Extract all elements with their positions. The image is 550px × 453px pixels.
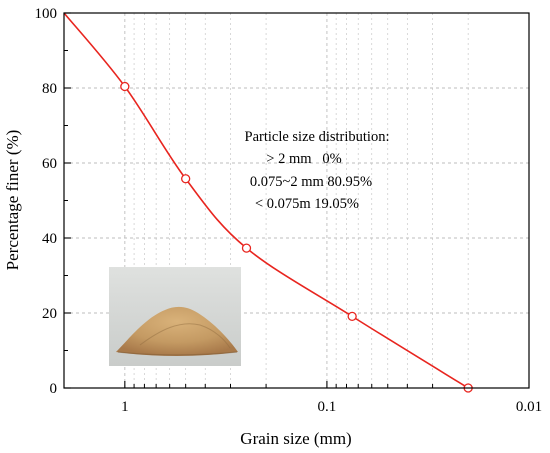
annotation-line-4: < 0.075m 19.05% bbox=[255, 196, 359, 212]
data-point-marker bbox=[120, 81, 130, 92]
y-tick-label: 40 bbox=[42, 231, 57, 247]
y-tick-label: 80 bbox=[42, 81, 57, 97]
y-tick-label: 60 bbox=[42, 156, 57, 172]
data-point-marker bbox=[347, 311, 357, 322]
plot-frame bbox=[63, 12, 530, 389]
y-axis-label: Percentage finer (%) bbox=[3, 130, 22, 271]
annotation-line-2: > 2 mm 0% bbox=[266, 151, 341, 167]
annotation: Particle size distribution: > 2 mm 0% 0.… bbox=[245, 129, 390, 212]
annotation-line-3: 0.075~2 mm 80.95% bbox=[250, 174, 372, 190]
y-tick-label: 0 bbox=[50, 381, 58, 397]
data-point-marker bbox=[181, 174, 191, 184]
annotation-line-1: Particle size distribution: bbox=[245, 129, 390, 145]
x-axis-label: Grain size (mm) bbox=[240, 429, 351, 448]
x-tick-label: 1 bbox=[121, 399, 129, 415]
tick-labels: 1 0.1 0.01 0 20 40 60 80 100 bbox=[35, 6, 543, 415]
y-tick-label: 20 bbox=[42, 306, 57, 322]
sand-sample-photo bbox=[109, 267, 241, 366]
x-tick-label: 0.1 bbox=[318, 399, 337, 415]
x-tick-label: 0.01 bbox=[516, 399, 542, 415]
data-point-marker bbox=[241, 243, 252, 253]
y-tick-label: 100 bbox=[35, 6, 58, 22]
